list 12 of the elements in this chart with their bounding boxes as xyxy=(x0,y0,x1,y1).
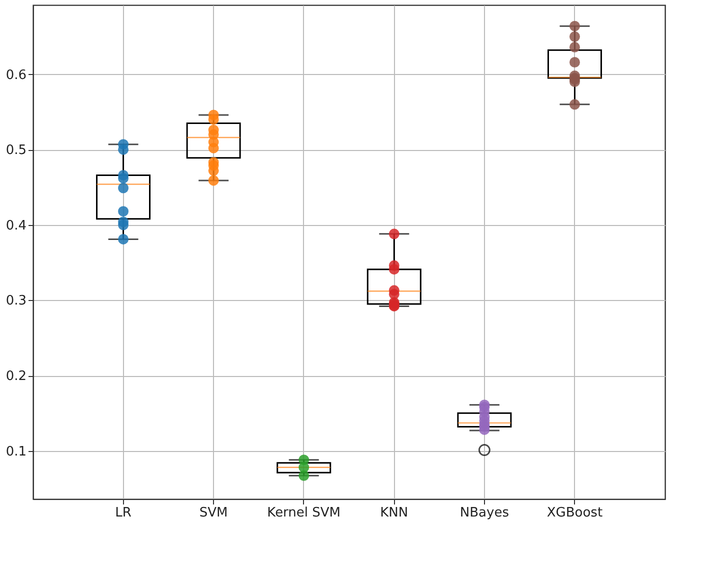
y-tick-label: 0.6 xyxy=(6,68,26,83)
x-tick-label: KNN xyxy=(380,506,408,520)
x-tick-label: SVM xyxy=(199,506,228,520)
y-tick-label: 0.5 xyxy=(6,143,26,158)
x-tick-label: XGBoost xyxy=(546,506,603,520)
y-tick-label: 0.2 xyxy=(6,369,26,384)
y-tick-label: 0.4 xyxy=(6,218,26,234)
y-tick-label: 0.3 xyxy=(6,294,26,309)
x-tick-label: NBayes xyxy=(460,506,510,520)
x-tick-label: LR xyxy=(115,506,132,520)
x-tick-label: Kernel SVM xyxy=(267,506,341,520)
y-tick-label: 0.1 xyxy=(6,444,26,460)
